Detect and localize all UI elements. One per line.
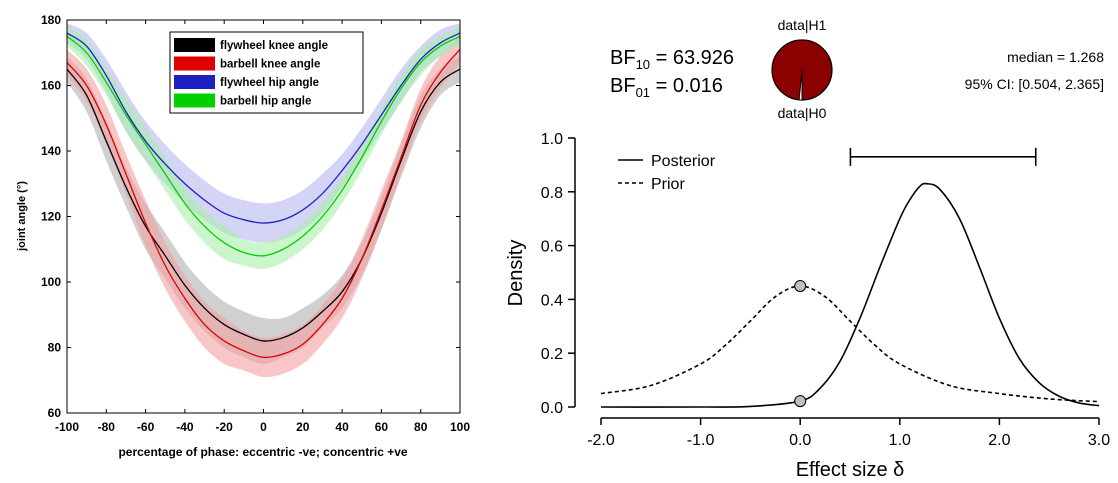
legend-label: barbell hip angle	[220, 96, 311, 108]
ci-text: 95% CI: [0.504, 2.365]	[965, 76, 1104, 92]
x-tick-label: 40	[335, 420, 349, 434]
y-tick-label: 0.8	[541, 185, 563, 202]
series-lines	[66, 32, 461, 359]
x-tick-label: -1.0	[687, 432, 715, 449]
legend: flywheel knee angle barbell knee angle fly…	[169, 31, 364, 114]
y-tick-label: 0.2	[541, 346, 563, 363]
bayes-posterior-chart: BF10 = 63.926 BF01 = 0.016 data|H1 data|…	[505, 17, 1110, 481]
curve-posterior	[600, 182, 1100, 408]
x-tick-label: -20	[216, 420, 234, 434]
y-tick-label: 0.4	[541, 292, 563, 309]
bf-text: BF10 = 63.926 BF01 = 0.016	[610, 47, 734, 100]
x-tick-label: -60	[137, 420, 155, 434]
y-axis-label: joint angle (°)	[16, 181, 28, 252]
axes: -2.0 -1.0 0.0 1.0 2.0 3.0 0.0 0.2 0.4 0.6 0.8 1.0	[541, 131, 1110, 449]
x-tick-label: 100	[450, 420, 470, 434]
y-tick-label: 0.0	[541, 400, 563, 417]
y-tick-label: 80	[48, 341, 62, 355]
pie-bottom-label: data|H0	[778, 105, 827, 121]
bf-pie-chart: data|H1 data|H0	[771, 17, 833, 121]
x-tick-label: 80	[414, 420, 428, 434]
series-line-1	[66, 49, 461, 359]
x-tick-label: -2.0	[587, 432, 615, 449]
x-tick-label: 3.0	[1088, 432, 1110, 449]
y-tick-label: 0.6	[541, 239, 563, 256]
x-tick-label: 20	[296, 420, 310, 434]
y-tick-label: 100	[41, 275, 61, 289]
x-axis-ticks: -100 -80 -60 -40 -20 0 20 40 60 80 100	[55, 20, 470, 434]
x-tick-label: -80	[98, 420, 116, 434]
y-tick-label: 160	[41, 79, 61, 93]
legend-swatch	[174, 75, 215, 89]
x-tick-label: 2.0	[988, 432, 1010, 449]
curve-prior	[600, 285, 1100, 403]
x-axis-label: percentage of phase: eccentric -ve; conc…	[118, 445, 407, 459]
legend-label: flywheel hip angle	[220, 77, 319, 89]
x-tick-label: 60	[375, 420, 389, 434]
series-line-3	[66, 35, 461, 257]
bf01-label: BF01 = 0.016	[610, 75, 723, 100]
legend: Posterior Prior	[618, 153, 716, 193]
density-curves	[600, 182, 1100, 408]
series-line-2	[66, 32, 461, 224]
legend-swatch	[174, 56, 215, 71]
series-line-0	[66, 68, 461, 342]
x-tick-label: -100	[55, 420, 79, 434]
legend-label: barbell knee angle	[220, 59, 320, 71]
y-tick-label: 140	[41, 144, 61, 158]
y-tick-label: 120	[41, 210, 61, 224]
pie-top-label: data|H1	[778, 17, 827, 33]
legend-swatch	[174, 93, 215, 108]
x-tick-label: 0.0	[789, 432, 811, 449]
x-tick-label: 1.0	[889, 432, 911, 449]
y-tick-label: 60	[48, 406, 62, 420]
band-3	[67, 26, 460, 269]
legend-swatch	[174, 38, 215, 52]
band-1	[67, 36, 460, 378]
density-point	[794, 279, 807, 292]
x-tick-label: 0	[260, 420, 267, 434]
y-tick-label: 180	[41, 13, 61, 27]
density-points	[794, 279, 807, 408]
legend-label: flywheel knee angle	[220, 40, 328, 52]
legend-label-posterior: Posterior	[651, 153, 716, 170]
y-axis-ticks: 60 80 100 120 140 160 180	[41, 13, 460, 420]
density-point	[794, 395, 807, 408]
pie-slice-h0	[798, 69, 803, 101]
y-axis-label: Density	[505, 240, 527, 307]
bf10-label: BF10 = 63.926	[610, 47, 734, 72]
legend-label-prior: Prior	[651, 176, 685, 193]
x-tick-label: -40	[176, 420, 194, 434]
y-tick-label: 1.0	[541, 131, 563, 148]
median-text: median = 1.268	[1007, 49, 1104, 65]
credible-interval	[849, 147, 1037, 166]
x-axis-label: Effect size δ	[796, 459, 905, 481]
joint-angle-chart: -100 -80 -60 -40 -20 0 20 40 60 80 100 60 80 100 120 1…	[16, 13, 470, 459]
